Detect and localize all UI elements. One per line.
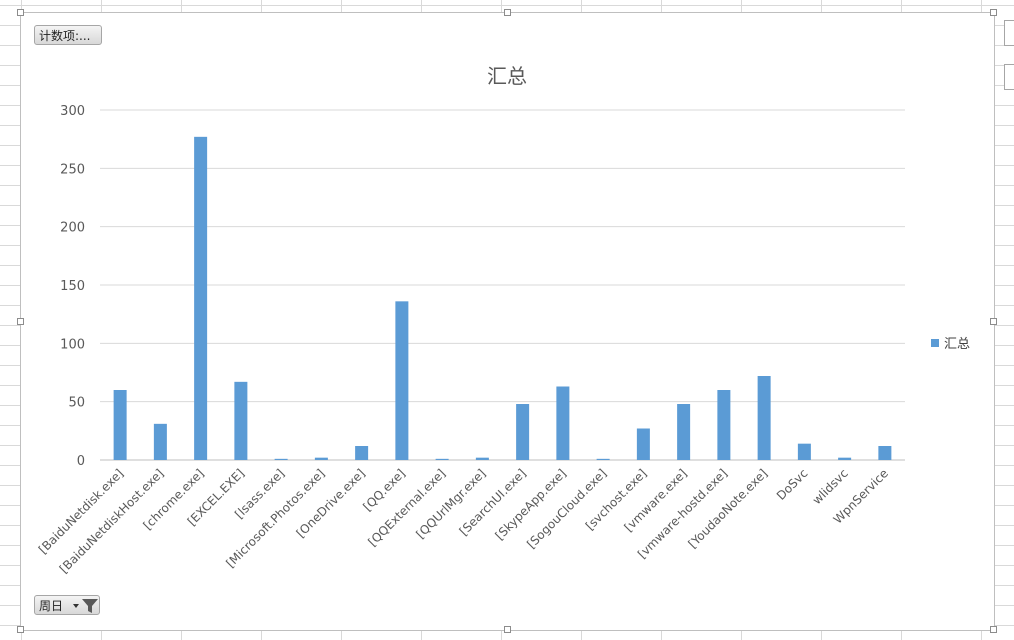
funnel-filter-icon: [82, 599, 98, 613]
bar[interactable]: [475, 457, 489, 460]
resize-handle-tl[interactable]: [17, 9, 24, 16]
bar[interactable]: [757, 376, 771, 460]
bar[interactable]: [274, 458, 288, 460]
legend[interactable]: 汇总: [931, 337, 970, 352]
bar-series[interactable]: [113, 136, 892, 461]
y-tick-label: 150: [60, 279, 85, 294]
bar[interactable]: [636, 428, 650, 461]
x-tick-label: [QQUrlMgr.exe]: [413, 466, 488, 541]
bar[interactable]: [435, 458, 449, 460]
resize-handle-bl[interactable]: [17, 626, 24, 633]
legend-swatch: [931, 339, 939, 347]
y-tick-label: 100: [60, 337, 85, 352]
bar[interactable]: [153, 423, 167, 460]
bar[interactable]: [717, 390, 731, 460]
bar[interactable]: [395, 301, 409, 460]
resize-handle-br[interactable]: [990, 626, 997, 633]
resize-handle-mr[interactable]: [990, 318, 997, 325]
y-tick-label: 50: [68, 396, 85, 411]
bar[interactable]: [677, 404, 691, 460]
x-tick-label: [OneDrive.exe]: [294, 466, 368, 540]
y-axis-ticks: 0 50 100 150 200 250 300: [60, 104, 85, 469]
bar[interactable]: [516, 404, 530, 460]
bar[interactable]: [234, 381, 248, 460]
count-field-button[interactable]: 计数项:...: [34, 25, 102, 45]
resize-handle-bm[interactable]: [504, 626, 511, 633]
x-axis-ticks: [BaiduNetdisk.exe][BaiduNetdiskHost.exe]…: [36, 466, 891, 576]
gridlines: [100, 109, 905, 461]
count-field-label: 计数项:...: [39, 29, 91, 43]
bar[interactable]: [596, 458, 610, 460]
y-tick-label: 0: [77, 454, 85, 469]
y-tick-label: 250: [60, 162, 85, 177]
resize-handle-ml[interactable]: [17, 318, 24, 325]
bar[interactable]: [113, 390, 127, 460]
x-tick-label: wlidsvc: [810, 466, 851, 507]
x-tick-label: [YoudaoNote.exe]: [685, 466, 770, 551]
bar[interactable]: [314, 457, 328, 460]
chart-canvas: 汇总 0 50 100 150 200 250 300 [BaiduNetdisk.exe]…: [36, 64, 970, 576]
x-tick-label: [SkypeApp.exe]: [493, 466, 569, 542]
bar[interactable]: [838, 457, 852, 460]
bar[interactable]: [878, 446, 892, 460]
y-tick-label: 200: [60, 221, 85, 236]
resize-handle-tr[interactable]: [990, 9, 997, 16]
x-tick-label: DoSvc: [774, 466, 811, 503]
chart-title: 汇总: [487, 64, 527, 88]
legend-label: 汇总: [944, 337, 970, 352]
adjacent-object-fragment: [1004, 64, 1014, 90]
dropdown-arrow-icon: [73, 604, 79, 608]
y-tick-label: 300: [60, 104, 85, 119]
bar[interactable]: [556, 386, 570, 461]
bar[interactable]: [355, 446, 369, 460]
adjacent-object-fragment: [1004, 20, 1014, 46]
pivot-chart[interactable]: 汇总 0 50 100 150 200 250 300 [BaiduNetdisk.exe]…: [17, 9, 997, 633]
bar[interactable]: [797, 443, 811, 460]
filter-field-button[interactable]: 周日: [34, 595, 100, 615]
resize-handle-tm[interactable]: [504, 9, 511, 16]
filter-field-label: 周日: [39, 599, 64, 613]
bar[interactable]: [194, 136, 208, 460]
